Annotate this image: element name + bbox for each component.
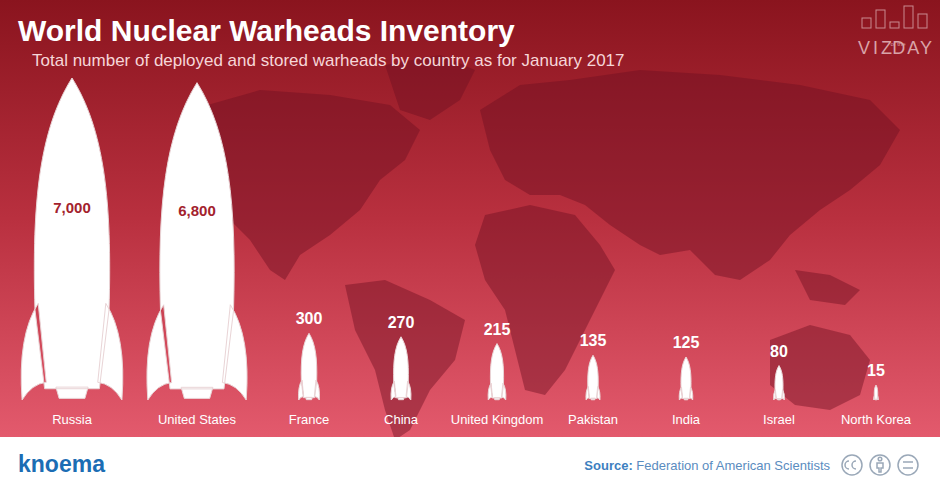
- rocket: [298, 333, 319, 400]
- data-label: 135: [580, 332, 607, 349]
- badge-bar: [862, 18, 871, 28]
- subtitle: Total number of deployed and stored warh…: [32, 51, 625, 70]
- badge: VIZof theDAY: [858, 6, 934, 58]
- badge-bar: [904, 6, 913, 28]
- category-label: North Korea: [841, 412, 912, 427]
- data-label: 270: [388, 314, 415, 331]
- data-label: 15: [867, 362, 885, 379]
- rocket: [391, 337, 411, 400]
- category-label: France: [289, 412, 329, 427]
- background: [0, 0, 940, 437]
- category-label: China: [384, 412, 419, 427]
- labels: 7,000 Russia 6,800 United States 300 France 27…: [52, 199, 912, 427]
- source: Source: Federation of American Scientist…: [584, 458, 830, 473]
- category-label: India: [672, 412, 701, 427]
- nd-glyph: [903, 462, 913, 468]
- logo: knoema: [18, 451, 105, 477]
- cc-glyph: [845, 461, 856, 469]
- rocket: [147, 83, 247, 400]
- root: World Nuclear Warheads Inventory Total nu…: [0, 0, 940, 492]
- by-glyph: [877, 463, 883, 472]
- data-label: 6,800: [178, 202, 216, 219]
- chart: World Nuclear Warheads Inventory Total nu…: [0, 0, 940, 492]
- badge-bar: [890, 22, 899, 28]
- badge-text: DAY: [892, 38, 934, 58]
- category-label: United States: [158, 412, 237, 427]
- badge-bar: [918, 14, 927, 28]
- map-shape: [770, 325, 870, 410]
- badge-text: VIZ: [858, 38, 895, 58]
- map-shape: [345, 280, 465, 437]
- data-label: 7,000: [53, 199, 91, 216]
- license-icon: [870, 455, 890, 475]
- category-label: United Kingdom: [451, 412, 544, 427]
- world-map: [190, 55, 900, 437]
- by-glyph: [878, 457, 882, 461]
- data-label: 80: [770, 343, 788, 360]
- license-icon: [842, 455, 862, 475]
- footer-band: [0, 437, 940, 492]
- category-label: Pakistan: [568, 412, 618, 427]
- rocket: [774, 366, 785, 400]
- map-shape: [480, 70, 900, 280]
- rocket: [679, 357, 693, 400]
- category-label: Russia: [52, 412, 93, 427]
- category-label: Israel: [763, 412, 795, 427]
- license-icons: [842, 455, 918, 475]
- rockets: [21, 78, 878, 400]
- rocket: [874, 385, 879, 400]
- badge-bar: [876, 10, 885, 28]
- rocket: [586, 355, 600, 400]
- rocket: [21, 78, 123, 400]
- data-label: 300: [296, 310, 323, 327]
- map-shape: [795, 270, 860, 305]
- data-label: 125: [673, 334, 700, 351]
- data-label: 215: [484, 321, 511, 338]
- title: World Nuclear Warheads Inventory: [18, 14, 515, 47]
- license-icon: [898, 455, 918, 475]
- rocket: [488, 344, 506, 400]
